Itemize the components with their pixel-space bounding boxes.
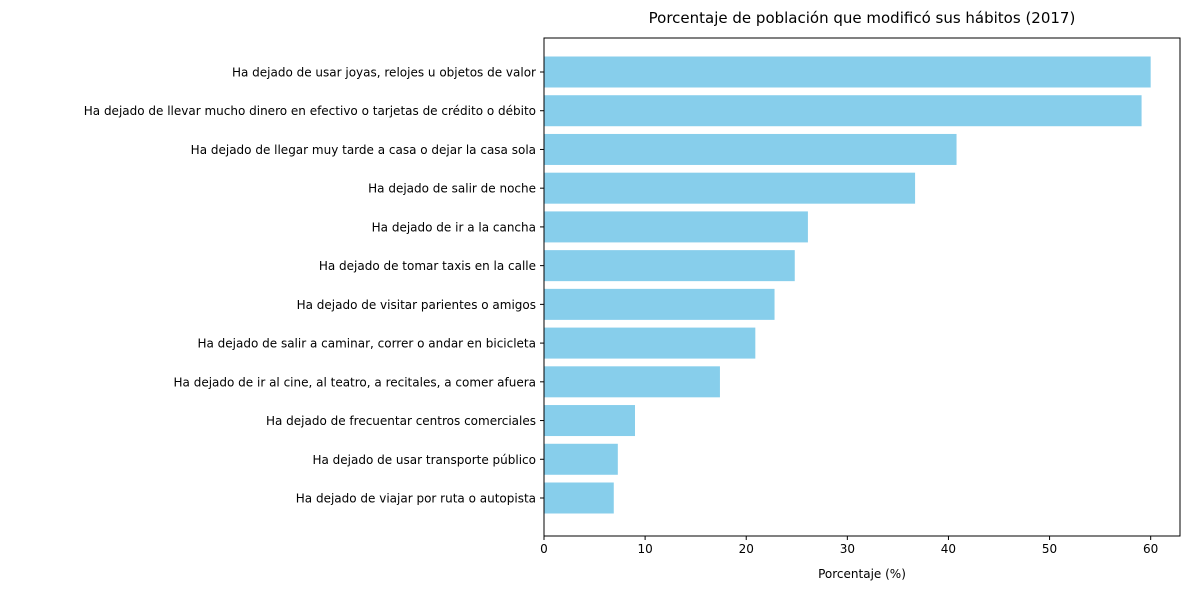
y-tick-label: Ha dejado de llevar mucho dinero en efec…: [84, 104, 536, 118]
bar-9: [544, 366, 720, 398]
y-tick-label: Ha dejado de llegar muy tarde a casa o d…: [191, 143, 536, 157]
bar-12: [544, 482, 614, 514]
bar-7: [544, 288, 775, 320]
y-tick-label: Ha dejado de frecuentar centros comercia…: [266, 414, 536, 428]
x-axis-ticks: 0 10 20 30 40 50 60: [540, 536, 1158, 556]
bars-layer: [544, 56, 1151, 514]
x-axis-label: Porcentaje (%): [818, 567, 906, 581]
bar-3: [544, 133, 957, 165]
x-tick-label: 60: [1143, 542, 1158, 556]
y-tick-label: Ha dejado de salir de noche: [368, 182, 536, 196]
bar-4: [544, 172, 916, 204]
y-tick-label: Ha dejado de salir a caminar, correr o a…: [197, 337, 536, 351]
bar-5: [544, 211, 808, 243]
chart-title: Porcentaje de población que modificó sus…: [649, 9, 1076, 27]
x-tick-label: 40: [941, 542, 956, 556]
y-tick-label: Ha dejado de usar joyas, relojes u objet…: [232, 66, 536, 80]
x-tick-label: 50: [1042, 542, 1057, 556]
y-tick-label: Ha dejado de ir al cine, al teatro, a re…: [174, 375, 536, 389]
x-tick-label: 20: [739, 542, 754, 556]
x-tick-label: 10: [637, 542, 652, 556]
bar-10: [544, 405, 636, 437]
y-tick-label: Ha dejado de visitar parientes o amigos: [297, 298, 536, 312]
x-tick-label: 30: [840, 542, 855, 556]
bar-2: [544, 95, 1142, 127]
y-tick-label: Ha dejado de ir a la cancha: [372, 220, 536, 234]
x-tick-label: 0: [540, 542, 548, 556]
bar-6: [544, 250, 795, 282]
y-tick-label: Ha dejado de viajar por ruta o autopista: [296, 492, 536, 506]
bar-11: [544, 443, 618, 475]
bar-8: [544, 327, 756, 359]
plot-frame: [543, 37, 1181, 537]
y-tick-label: Ha dejado de tomar taxis en la calle: [319, 259, 536, 273]
bar-1: [544, 56, 1151, 88]
y-tick-labels: Ha dejado de usar joyas, relojes u objet…: [84, 66, 544, 506]
y-tick-label: Ha dejado de usar transporte público: [312, 453, 536, 467]
